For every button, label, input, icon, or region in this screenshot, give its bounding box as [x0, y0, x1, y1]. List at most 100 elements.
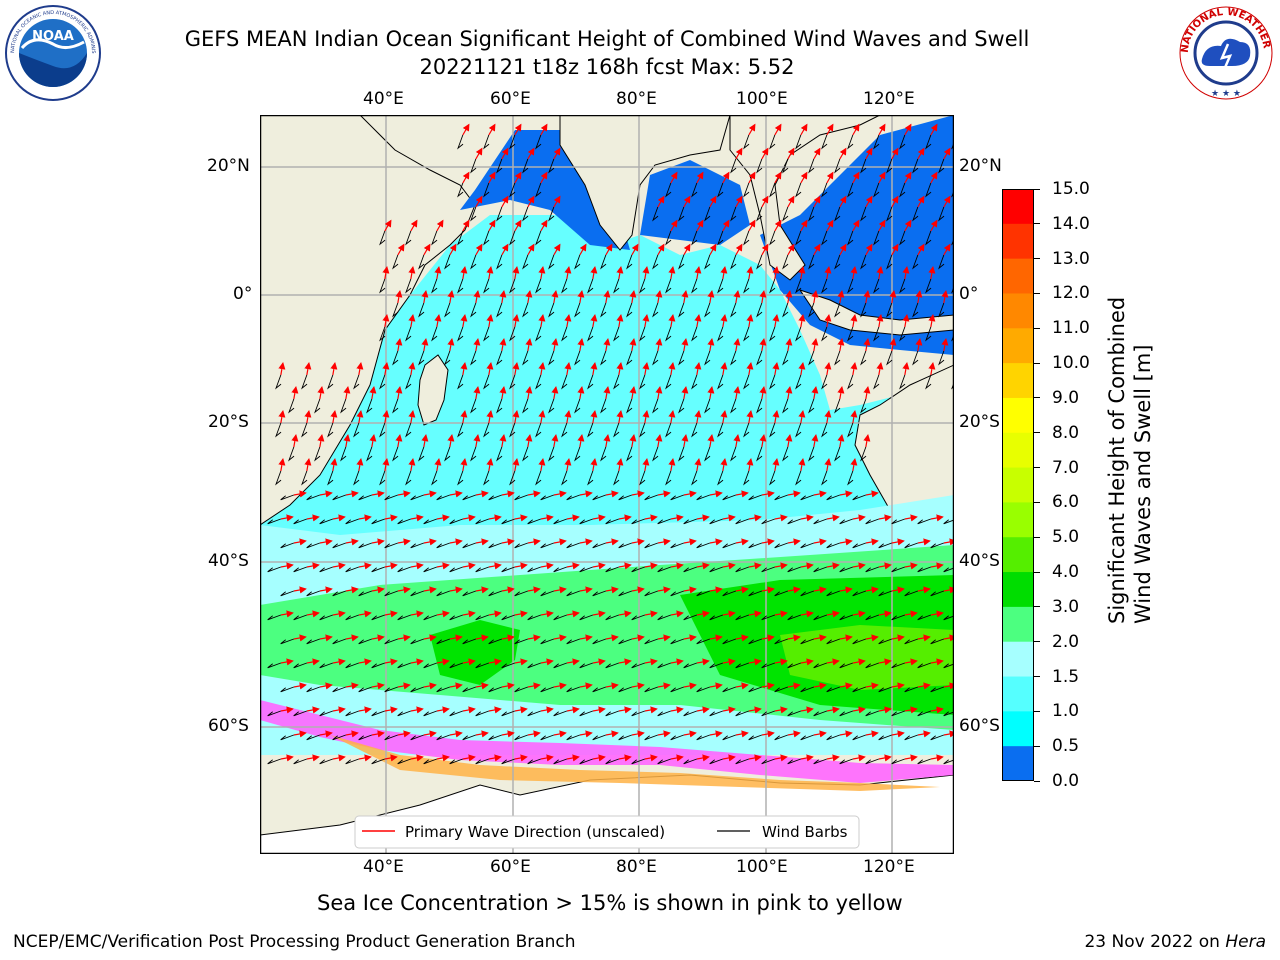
wave-arrow [475, 147, 483, 160]
wind-barb [852, 638, 866, 645]
wind-barb [527, 758, 541, 765]
wave-arrow [709, 682, 723, 690]
wave-arrow [423, 730, 437, 738]
sea-ice-band [260, 700, 954, 783]
wave-arrow [603, 434, 611, 448]
wind-barb [358, 590, 372, 597]
wave-arrow [917, 147, 925, 160]
wind-barb [488, 542, 502, 549]
wave-arrow [813, 147, 821, 160]
wave-arrow [774, 219, 782, 232]
wave-arrow [761, 243, 769, 256]
wind-barb [540, 542, 554, 549]
wave-arrow [564, 362, 572, 376]
wave-arrow [657, 195, 665, 208]
wave-arrow [733, 386, 741, 400]
wave-arrow [423, 538, 437, 546]
wave-arrow [278, 458, 286, 472]
wave-arrow [787, 682, 801, 690]
wind-barb [423, 566, 437, 573]
wind-barb [423, 662, 437, 669]
wave-arrow [395, 434, 403, 448]
wind-barb [912, 206, 919, 222]
colorbar-tick-label: 1.5 [1052, 666, 1080, 687]
wave-arrow [514, 219, 522, 232]
wind-barb [483, 134, 490, 150]
wind-barb [748, 590, 762, 597]
wind-barb [821, 230, 828, 246]
wind-barb [943, 519, 954, 525]
wave-arrow [449, 538, 463, 546]
wind-barb [358, 686, 372, 693]
wave-arrow [631, 586, 645, 594]
wind-barb [397, 758, 411, 765]
wind-barb [761, 662, 775, 669]
wind-barb [475, 614, 489, 621]
wave-arrow [449, 586, 463, 594]
wave-arrow [566, 706, 580, 714]
wind-barb [800, 734, 814, 741]
wind-barb [951, 189, 954, 198]
wind-barb [761, 758, 775, 765]
wave-arrow [384, 610, 398, 618]
wind-barb [938, 254, 945, 270]
wave-arrow [501, 730, 515, 738]
wind-barb [670, 542, 684, 549]
wind-barb [410, 542, 424, 549]
wind-barb [293, 710, 307, 717]
wind-barb [319, 614, 333, 621]
wave-arrow [787, 195, 795, 208]
wind-barb [405, 422, 412, 438]
wave-arrow [930, 219, 938, 232]
wave-arrow [449, 730, 463, 738]
wave-arrow [564, 314, 572, 328]
wave-arrow [579, 634, 593, 642]
wind-barb [605, 710, 619, 717]
wave-arrow [735, 195, 743, 208]
wind-barb [345, 662, 359, 669]
wind-barb [696, 638, 710, 645]
wind-barb [891, 566, 905, 573]
wave-arrow [345, 490, 359, 498]
wave-arrow [865, 730, 879, 738]
wave-arrow [904, 658, 918, 666]
wave-arrow [683, 243, 691, 256]
wind-barb [813, 710, 827, 717]
wave-arrow [813, 634, 827, 642]
wind-barb [644, 542, 658, 549]
wind-barb [657, 566, 671, 573]
wave-arrow [410, 562, 424, 570]
wind-barb [267, 518, 281, 525]
colorbar-segment [1002, 397, 1034, 434]
wind-barb [592, 734, 606, 741]
wave-arrow [592, 658, 606, 666]
wind-barb [384, 494, 398, 501]
wave-arrow [735, 243, 743, 256]
wind-barb [826, 734, 840, 741]
lon-label-bottom: 60°E [490, 857, 531, 877]
wave-arrow [891, 243, 899, 256]
wave-arrow [891, 538, 905, 546]
wind-barb [886, 350, 893, 366]
wind-barb [644, 734, 658, 741]
wind-barb [787, 614, 801, 621]
colorbar-tick-label: 15.0 [1052, 179, 1090, 199]
colorbar-tick-label: 7.0 [1052, 457, 1080, 478]
wave-arrow [800, 123, 808, 136]
wave-arrow [332, 706, 346, 714]
wave-arrow [670, 514, 684, 522]
wind-barb [405, 230, 412, 246]
wind-barb [345, 566, 359, 573]
wind-barb [267, 758, 281, 765]
wave-arrow [616, 410, 624, 424]
wave-arrow [332, 658, 346, 666]
wave-arrow [670, 219, 678, 232]
wave-arrow [657, 730, 671, 738]
wave-arrow [657, 490, 671, 498]
wind-barb [514, 542, 528, 549]
wind-barb [535, 182, 542, 198]
wind-barb [938, 206, 945, 222]
lon-label-bottom: 80°E [616, 857, 657, 877]
wave-arrow [512, 266, 520, 280]
wind-barb [709, 710, 723, 717]
